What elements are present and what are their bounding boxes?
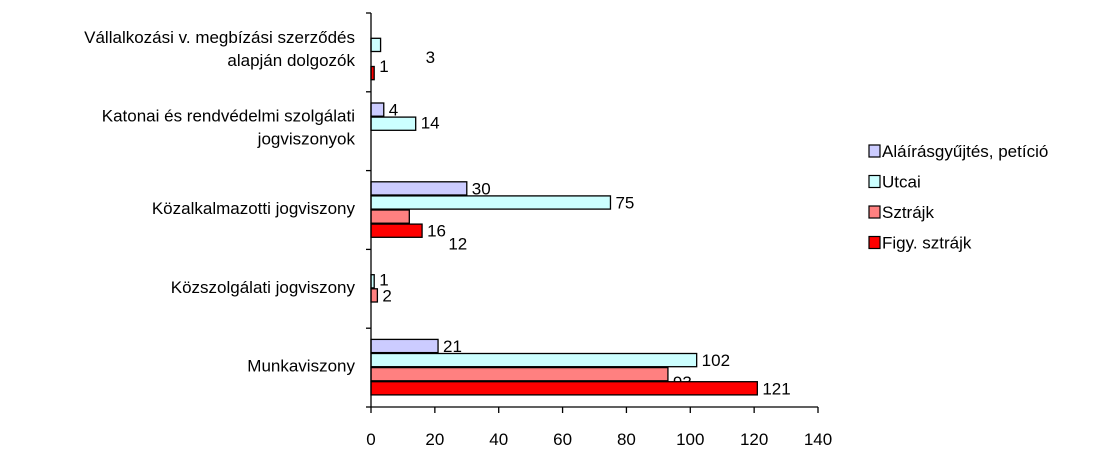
x-tick-label: 60 xyxy=(553,430,572,449)
x-tick-label: 120 xyxy=(740,430,768,449)
legend-swatch xyxy=(868,144,881,158)
x-tick-label: 140 xyxy=(804,430,832,449)
data-label: 75 xyxy=(615,194,634,213)
x-tick-label: 80 xyxy=(617,430,636,449)
legend-label: Aláírásgyűjtés, petíció xyxy=(882,142,1048,161)
bar-4-3 xyxy=(370,223,423,238)
bar-3-4 xyxy=(370,288,379,303)
legend-label: Figy. sztrájk xyxy=(882,234,972,253)
category-label: Munkaviszony xyxy=(247,357,355,376)
category-label: Közszolgálati jogviszony xyxy=(171,278,356,297)
data-label: 21 xyxy=(443,337,462,356)
category-label: Közalkalmazotti jogviszony xyxy=(152,199,356,218)
bar-3-3 xyxy=(370,209,410,224)
legend-label: Sztrájk xyxy=(882,203,934,222)
x-tick-label: 20 xyxy=(425,430,444,449)
data-label: 16 xyxy=(427,222,446,241)
legend-swatch xyxy=(868,174,881,189)
bar-4-5 xyxy=(370,381,758,396)
legend-swatch xyxy=(868,205,881,219)
legend-swatch xyxy=(868,235,881,250)
x-tick-label: 40 xyxy=(489,430,508,449)
data-label: 30 xyxy=(472,179,491,198)
data-label: 1 xyxy=(379,270,388,289)
x-tick-label: 0 xyxy=(366,430,375,449)
plot-area: 4302131475110212293116121020406080100120… xyxy=(84,12,832,449)
data-label: 3 xyxy=(426,48,435,67)
x-tick-label: 100 xyxy=(676,430,704,449)
data-label: 12 xyxy=(448,235,467,254)
bar-3-5 xyxy=(370,366,669,382)
data-label: 102 xyxy=(702,351,730,370)
category-label: Vállalkozási v. megbízási szerződés alapj… xyxy=(84,28,355,70)
bar-2-2 xyxy=(370,116,417,131)
data-label: 14 xyxy=(421,114,440,133)
bar-2-5 xyxy=(370,352,698,368)
legend-label: Utcai xyxy=(882,173,921,192)
bar-2-3 xyxy=(370,195,612,210)
bar-2-1 xyxy=(370,37,382,53)
data-label: 1 xyxy=(379,57,388,76)
data-label: 2 xyxy=(382,286,391,305)
bar-1-5 xyxy=(370,338,439,354)
data-label: 4 xyxy=(389,101,398,120)
bar-1-3 xyxy=(370,181,468,196)
category-label: Katonai és rendvédelmi szolgálati jogvisz… xyxy=(102,107,356,149)
data-label: 121 xyxy=(762,379,790,398)
legend: Aláírásgyűjtés, petíció Utcai Sztrájk Figy.… xyxy=(868,142,1048,253)
bar-1-2 xyxy=(370,102,385,117)
